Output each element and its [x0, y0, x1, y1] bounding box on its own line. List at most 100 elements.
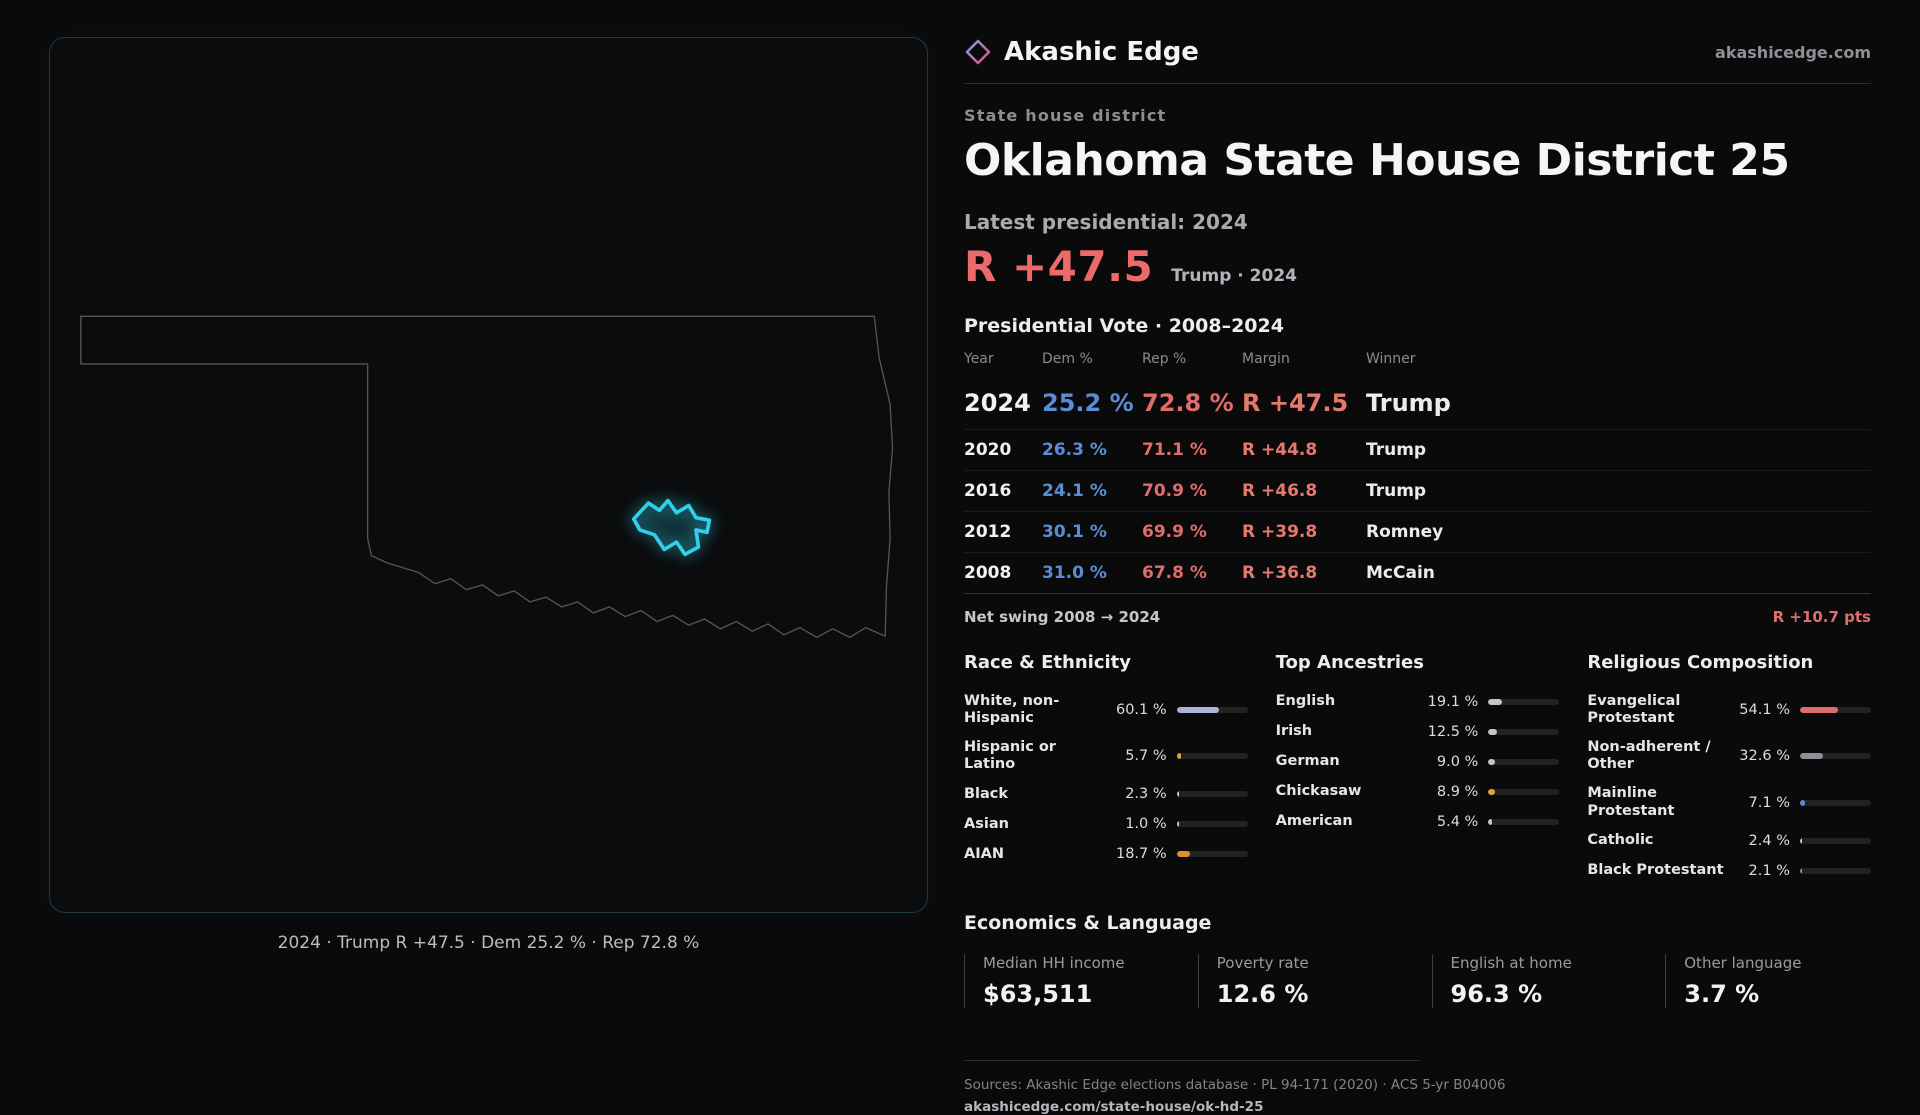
- demo-bar-fill: [1488, 759, 1495, 765]
- page-title: Oklahoma State House District 25: [964, 135, 1790, 186]
- demo-bar-track: [1488, 789, 1560, 795]
- demo-row: Irish 12.5 %: [1276, 717, 1560, 747]
- rep-cell: 72.8 %: [1142, 389, 1234, 417]
- demo-value: 19.1 %: [1427, 694, 1479, 710]
- footer-divider: [964, 1059, 1419, 1061]
- demo-bar-track: [1488, 759, 1560, 765]
- sources-text: Sources: Akashic Edge elections database…: [964, 1076, 1506, 1093]
- table-row-2024: 2024 25.2 % 72.8 % R +47.5 Trump: [964, 377, 1871, 430]
- demo-row: Black 2.3 %: [964, 779, 1248, 809]
- demo-bar-track: [1488, 729, 1560, 735]
- demo-bar-fill: [1488, 729, 1498, 735]
- rep-cell: 69.9 %: [1142, 522, 1207, 542]
- demo-bar-track: [1176, 791, 1248, 798]
- demo-label: AIAN: [964, 845, 1004, 862]
- demo-row: Black Protestant 2.1 %: [1587, 856, 1871, 886]
- demo-label: Black Protestant: [1587, 862, 1724, 879]
- demo-bar-fill: [1176, 851, 1190, 858]
- demo-label: Black: [964, 785, 1009, 802]
- economics-grid: Median HH income $63,511 Poverty rate 12…: [964, 953, 1871, 1008]
- demo-value: 54.1 %: [1739, 702, 1790, 719]
- site-link[interactable]: akashicedge.com: [1715, 42, 1871, 62]
- winner-cell: Trump: [1366, 481, 1427, 501]
- demo-value: 2.3 %: [1125, 786, 1167, 803]
- margin-cell: R +39.8: [1242, 522, 1318, 542]
- margin-cell: R +44.8: [1242, 440, 1318, 460]
- net-swing-label: Net swing 2008 → 2024: [964, 608, 1161, 626]
- map-caption: 2024 · Trump R +47.5 · Dem 25.2 % · Rep …: [277, 933, 700, 953]
- demo-label: Non-adherent / Other: [1587, 739, 1711, 773]
- demographics-section: Race & Ethnicity White, non-Hispanic 60.…: [964, 652, 1871, 886]
- stat-poverty-rate: Poverty rate 12.6 %: [1197, 953, 1404, 1008]
- category-label: State house district: [964, 106, 1167, 125]
- rep-cell: 70.9 %: [1142, 481, 1207, 501]
- latest-margin-detail: Trump · 2024: [1171, 266, 1297, 286]
- header: Akashic Edge akashicedge.com: [964, 37, 1871, 84]
- demo-value: 5.7 %: [1125, 748, 1167, 765]
- year-cell: 2024: [964, 389, 1031, 417]
- demo-row: German 9.0 %: [1276, 747, 1560, 777]
- margin-cell: R +47.5: [1242, 389, 1349, 417]
- report-column: Akashic Edge akashicedge.com State house…: [964, 37, 1871, 1115]
- district-map-panel: [49, 37, 928, 913]
- rep-cell: 67.8 %: [1142, 563, 1207, 583]
- dem-cell: 30.1 %: [1042, 522, 1107, 542]
- religion-column: Religious Composition Evangelical Protes…: [1587, 652, 1871, 886]
- stat-value: 3.7 %: [1684, 979, 1760, 1008]
- demo-value: 12.5 %: [1427, 724, 1479, 740]
- demo-bar-track: [1799, 707, 1871, 714]
- net-swing-value: R +10.7 pts: [1772, 608, 1871, 626]
- table-row-2016: 2016 24.1 % 70.9 % R +46.8 Trump: [964, 471, 1871, 512]
- demo-bar-fill: [1488, 819, 1493, 825]
- demo-bar-track: [1799, 867, 1871, 874]
- stat-label: Poverty rate: [1216, 953, 1309, 972]
- dem-cell: 25.2 %: [1042, 389, 1134, 417]
- net-swing-row: Net swing 2008 → 2024 R +10.7 pts: [964, 594, 1871, 626]
- vote-table-title: Presidential Vote · 2008–2024: [964, 315, 1284, 337]
- demo-label: Irish: [1275, 723, 1313, 740]
- demo-value: 8.9 %: [1436, 784, 1479, 800]
- demo-bar-fill: [1799, 707, 1839, 714]
- rep-cell: 71.1 %: [1142, 440, 1207, 460]
- demo-row: White, non-Hispanic 60.1 %: [964, 687, 1248, 733]
- brand: Akashic Edge: [964, 37, 1199, 67]
- demo-bar-track: [1176, 821, 1248, 828]
- demo-label: Chickasaw: [1275, 783, 1362, 800]
- winner-cell: Romney: [1366, 522, 1444, 542]
- stat-label: Median HH income: [983, 953, 1125, 972]
- stat-value: 12.6 %: [1216, 979, 1309, 1008]
- demo-bar-track: [1799, 837, 1871, 844]
- demo-row: Catholic 2.4 %: [1587, 826, 1871, 856]
- demo-bar-track: [1799, 753, 1871, 760]
- brand-name: Akashic Edge: [1004, 37, 1199, 67]
- demo-bar-fill: [1799, 799, 1806, 806]
- latest-presidential-label: Latest presidential: 2024: [964, 210, 1248, 234]
- demo-bar-track: [1799, 799, 1871, 806]
- demo-row: Hispanic or Latino 5.7 %: [964, 733, 1248, 779]
- page: 2024 · Trump R +47.5 · Dem 25.2 % · Rep …: [49, 37, 1871, 1115]
- winner-cell: Trump: [1366, 389, 1451, 417]
- demo-label: Mainline Protestant: [1587, 785, 1675, 819]
- ancestries-title: Top Ancestries: [1275, 652, 1424, 673]
- demo-bar-fill: [1176, 707, 1220, 714]
- demo-label: Evangelical Protestant: [1587, 693, 1681, 727]
- stat-label: Other language: [1684, 953, 1802, 972]
- brand-diamond-icon: [964, 38, 992, 66]
- economics-title: Economics & Language: [964, 911, 1212, 934]
- demo-row: Evangelical Protestant 54.1 %: [1587, 687, 1871, 733]
- demo-bar-fill: [1488, 789, 1495, 795]
- demo-row: English 19.1 %: [1276, 687, 1560, 717]
- winner-cell: McCain: [1366, 563, 1435, 583]
- map-column: 2024 · Trump R +47.5 · Dem 25.2 % · Rep …: [49, 37, 928, 1043]
- demo-value: 5.4 %: [1436, 814, 1479, 830]
- col-year: Year: [964, 351, 994, 367]
- district-25-highlight: [631, 498, 712, 557]
- permalink[interactable]: akashicedge.com/state-house/ok-hd-25: [964, 1098, 1264, 1115]
- demo-label: American: [1275, 813, 1353, 830]
- stat-value: 96.3 %: [1450, 979, 1543, 1008]
- demo-value: 2.4 %: [1748, 832, 1790, 849]
- table-row-2020: 2020 26.3 % 71.1 % R +44.8 Trump: [964, 430, 1871, 471]
- stat-english-at-home: English at home 96.3 %: [1431, 953, 1638, 1008]
- demo-label: German: [1275, 753, 1340, 770]
- demo-value: 9.0 %: [1436, 754, 1479, 770]
